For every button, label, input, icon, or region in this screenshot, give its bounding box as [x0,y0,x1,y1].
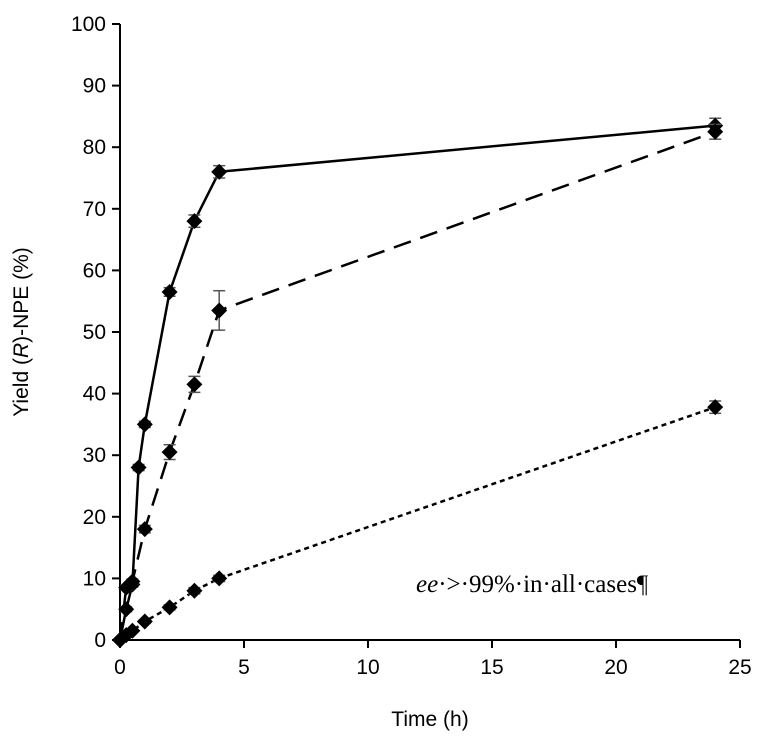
data-point-diamond [186,213,203,230]
data-point-diamond [161,444,178,461]
data-point-diamond [124,622,141,639]
data-point-diamond [130,459,147,476]
data-point-diamond [136,416,153,433]
y-axis-title-prefix: Yield ( [10,358,33,417]
y-tick-label: 30 [83,444,106,467]
series-line [118,124,716,641]
data-point-diamond [707,399,724,416]
y-tick-label: 70 [83,198,106,221]
x-tick-label: 0 [114,656,126,679]
y-tick-label: 40 [83,383,106,406]
x-axis-ticks: 0 5 10 15 20 25 [114,640,752,679]
data-point-diamond [136,521,153,538]
data-point-diamond [161,599,178,616]
data-point-diamond [161,283,178,300]
x-tick-label: 20 [604,656,627,679]
data-point-diamond [118,601,135,618]
data-point-diamond [136,613,153,630]
y-axis-title-suffix: )-NPE (%) [10,247,33,343]
x-tick-label: 15 [480,656,503,679]
y-tick-label: 20 [83,506,106,529]
x-tick-label: 10 [356,656,379,679]
data-point-diamond [186,582,203,599]
y-axis-title: Yield (R)-NPE (%) [10,247,33,417]
data-point-diamond [211,302,228,319]
series-1-solid [112,117,724,648]
series-line [119,406,716,641]
y-axis-ticks: 0 10 20 30 40 50 60 70 80 90 100 [71,13,120,652]
y-tick-label: 60 [83,259,106,282]
series-line [118,130,716,641]
plot-area: 0 10 20 30 40 50 60 70 80 90 100 0 5 10 15 20 25 [71,13,752,679]
y-tick-label: 80 [83,136,106,159]
data-point-diamond [124,573,141,590]
series-layer [112,117,724,648]
ee-annotation-italic: ee [416,571,438,598]
ee-annotation-text: ·>·99%·in·all·cases¶ [438,571,649,598]
data-point-diamond [211,163,228,180]
y-tick-label: 90 [83,75,106,98]
data-point-diamond [707,123,724,140]
x-axis-title: Time (h) [391,708,468,731]
ee-annotation: ee·>·99%·in·all·cases¶ [416,571,649,598]
y-axis-title-italic: R [10,343,33,358]
data-point-diamond [186,376,203,393]
y-tick-label: 100 [71,13,106,36]
data-point-diamond [211,570,228,587]
y-tick-label: 0 [94,629,106,652]
series-3-dotted [112,399,724,648]
x-tick-label: 25 [728,656,751,679]
y-tick-label: 10 [83,567,106,590]
x-tick-label: 5 [238,656,250,679]
y-tick-label: 50 [83,321,106,344]
